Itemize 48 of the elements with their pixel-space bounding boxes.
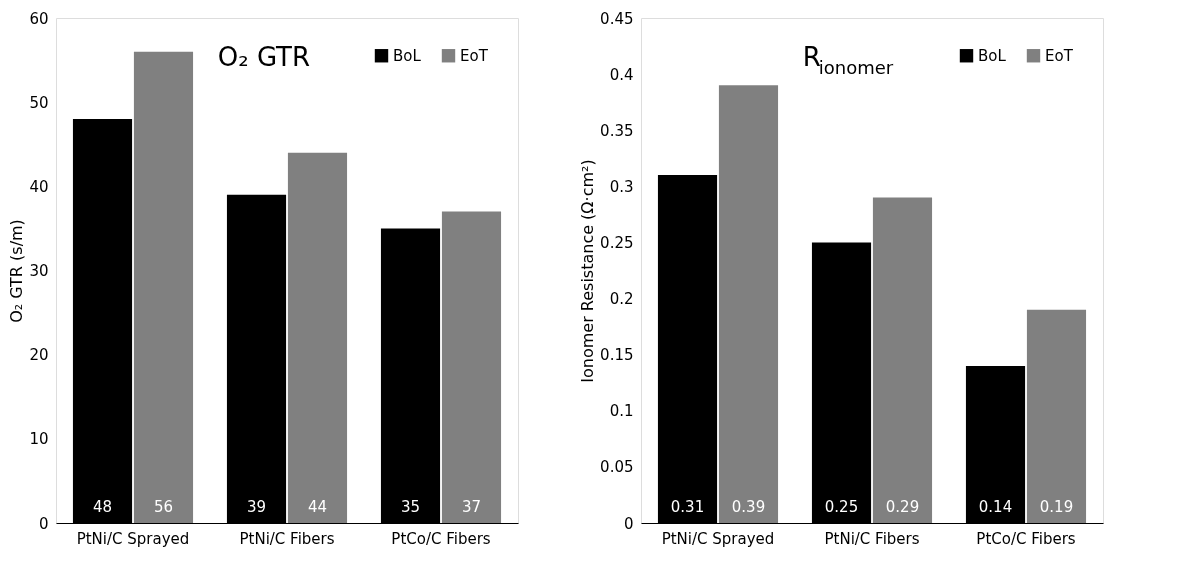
x-tick-label: PtCo/C Fibers — [391, 529, 491, 548]
y-tick-label: 40 — [29, 177, 49, 196]
legend-label: BoL — [393, 46, 422, 65]
y-tick-label: 0 — [623, 514, 634, 533]
y-tick-label: 0.1 — [609, 402, 634, 421]
data-label: 44 — [307, 498, 328, 516]
y-tick-label: 10 — [29, 430, 49, 449]
y-tick-label: 0.05 — [600, 458, 634, 477]
y-tick-label: 0.4 — [609, 65, 634, 84]
y-tick-label: 50 — [29, 93, 49, 112]
x-tick-label: PtNi/C Fibers — [239, 529, 335, 548]
x-tick-label: PtCo/C Fibers — [976, 529, 1076, 548]
data-label: 35 — [400, 498, 421, 516]
x-tick-label: PtNi/C Sprayed — [76, 529, 190, 548]
y-tick-label: 0.25 — [600, 233, 634, 252]
y-tick-label: 0.3 — [609, 177, 634, 196]
y-tick-label: 0 — [38, 514, 49, 533]
legend-label: EoT — [1045, 46, 1074, 65]
y-tick-label: 0.35 — [600, 121, 634, 140]
data-label: 0.19 — [1039, 498, 1074, 516]
data-label: 0.39 — [731, 498, 766, 516]
bar — [133, 51, 194, 523]
y-tick-label: 60 — [29, 9, 49, 28]
y-axis-title: Ionomer Resistance (Ω·cm²) — [578, 159, 598, 383]
y-axis-title: O₂ GTR (s/m) — [7, 219, 27, 323]
data-label: 39 — [246, 498, 267, 516]
data-label: 37 — [461, 498, 482, 516]
bar — [441, 211, 502, 523]
data-label: 0.31 — [670, 498, 705, 516]
bar — [1026, 309, 1087, 523]
data-label: 0.14 — [978, 498, 1013, 516]
data-label: 0.25 — [824, 498, 859, 516]
x-tick-label: PtNi/C Sprayed — [661, 529, 775, 548]
y-tick-label: 0.2 — [609, 290, 634, 309]
legend-label: EoT — [460, 46, 489, 65]
text: O₂ GTR — [217, 42, 311, 72]
y-tick-label: 0.15 — [600, 346, 634, 365]
bar — [287, 152, 348, 523]
legend-label: BoL — [978, 46, 1007, 65]
y-tick-label: 30 — [29, 262, 49, 280]
y-tick-label: 0.45 — [600, 9, 634, 28]
bar — [872, 197, 933, 523]
bar — [718, 85, 779, 523]
data-label: 56 — [153, 498, 174, 516]
data-label: 0.29 — [885, 498, 920, 516]
x-tick-label: PtNi/C Fibers — [824, 529, 920, 548]
y-tick-label: 20 — [29, 346, 49, 365]
data-label: 48 — [92, 498, 113, 516]
